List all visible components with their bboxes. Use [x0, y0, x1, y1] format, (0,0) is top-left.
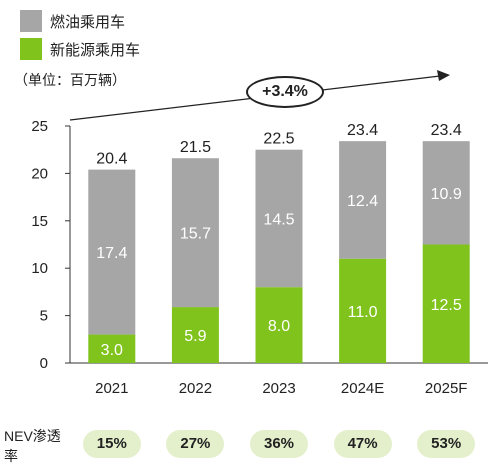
bar-nev: [422, 244, 470, 363]
legend-nev-label: 新能源乘用车: [50, 41, 141, 59]
y-tick-label: 5: [40, 308, 48, 325]
bar-nev: [339, 258, 387, 363]
y-tick-label: 15: [31, 213, 48, 230]
bar-fuel: [171, 158, 219, 308]
growth-rate-badge: +3.4%: [246, 76, 324, 108]
bar-fuel: [422, 141, 470, 245]
bar-nev: [171, 307, 219, 363]
data-label-total: 21.5: [180, 139, 211, 156]
data-label-total: 20.4: [96, 151, 127, 168]
unit-label: （单位：百万辆）: [14, 72, 126, 88]
nev-penetration-value: 47%: [333, 430, 392, 458]
growth-arrow-head: [437, 70, 450, 81]
nev-penetration-value: 27%: [166, 430, 225, 458]
bar-nev: [255, 287, 303, 363]
y-tick-label: 25: [31, 118, 48, 135]
data-label-nev: 8.0: [268, 318, 290, 335]
nev-penetration-label: NEV渗透率: [4, 428, 61, 464]
data-label-fuel: 10.9: [431, 186, 462, 203]
data-label-total: 22.5: [263, 131, 294, 148]
bar-fuel: [88, 169, 136, 335]
data-label-total: 23.4: [347, 122, 378, 139]
data-label-total: 23.4: [431, 122, 462, 139]
nev-penetration-value: 15%: [82, 430, 141, 458]
bar-fuel: [255, 149, 303, 288]
data-label-nev: 5.9: [184, 328, 206, 345]
data-label-nev: 12.5: [431, 297, 462, 314]
data-label-nev: 11.0: [348, 304, 378, 321]
data-label-nev: 3.0: [101, 342, 123, 359]
x-tick-label: 2022: [179, 380, 212, 397]
data-label-fuel: 17.4: [96, 245, 127, 262]
nev-penetration-value: 36%: [250, 430, 308, 458]
bar-nev: [88, 334, 136, 363]
y-tick-label: 10: [31, 260, 48, 277]
legend-fuel: 燃油乘用车: [20, 10, 125, 32]
legend-nev-swatch: [20, 38, 42, 60]
x-tick-label: 2024E: [341, 380, 384, 397]
data-label-fuel: 14.5: [263, 211, 294, 228]
legend-fuel-label: 燃油乘用车: [50, 13, 126, 31]
legend-nev: 新能源乘用车: [20, 38, 140, 60]
legend-fuel-swatch: [20, 10, 42, 32]
y-tick-label: 20: [31, 165, 48, 182]
y-tick-label: 0: [40, 355, 48, 372]
data-label-fuel: 12.4: [347, 193, 378, 210]
x-tick-label: 2025F: [425, 380, 468, 397]
bar-fuel: [339, 141, 387, 259]
nev-penetration-value: 53%: [417, 430, 476, 458]
x-tick-label: 2023: [262, 380, 295, 397]
x-tick-label: 2021: [95, 380, 128, 397]
data-label-fuel: 15.7: [180, 226, 211, 243]
